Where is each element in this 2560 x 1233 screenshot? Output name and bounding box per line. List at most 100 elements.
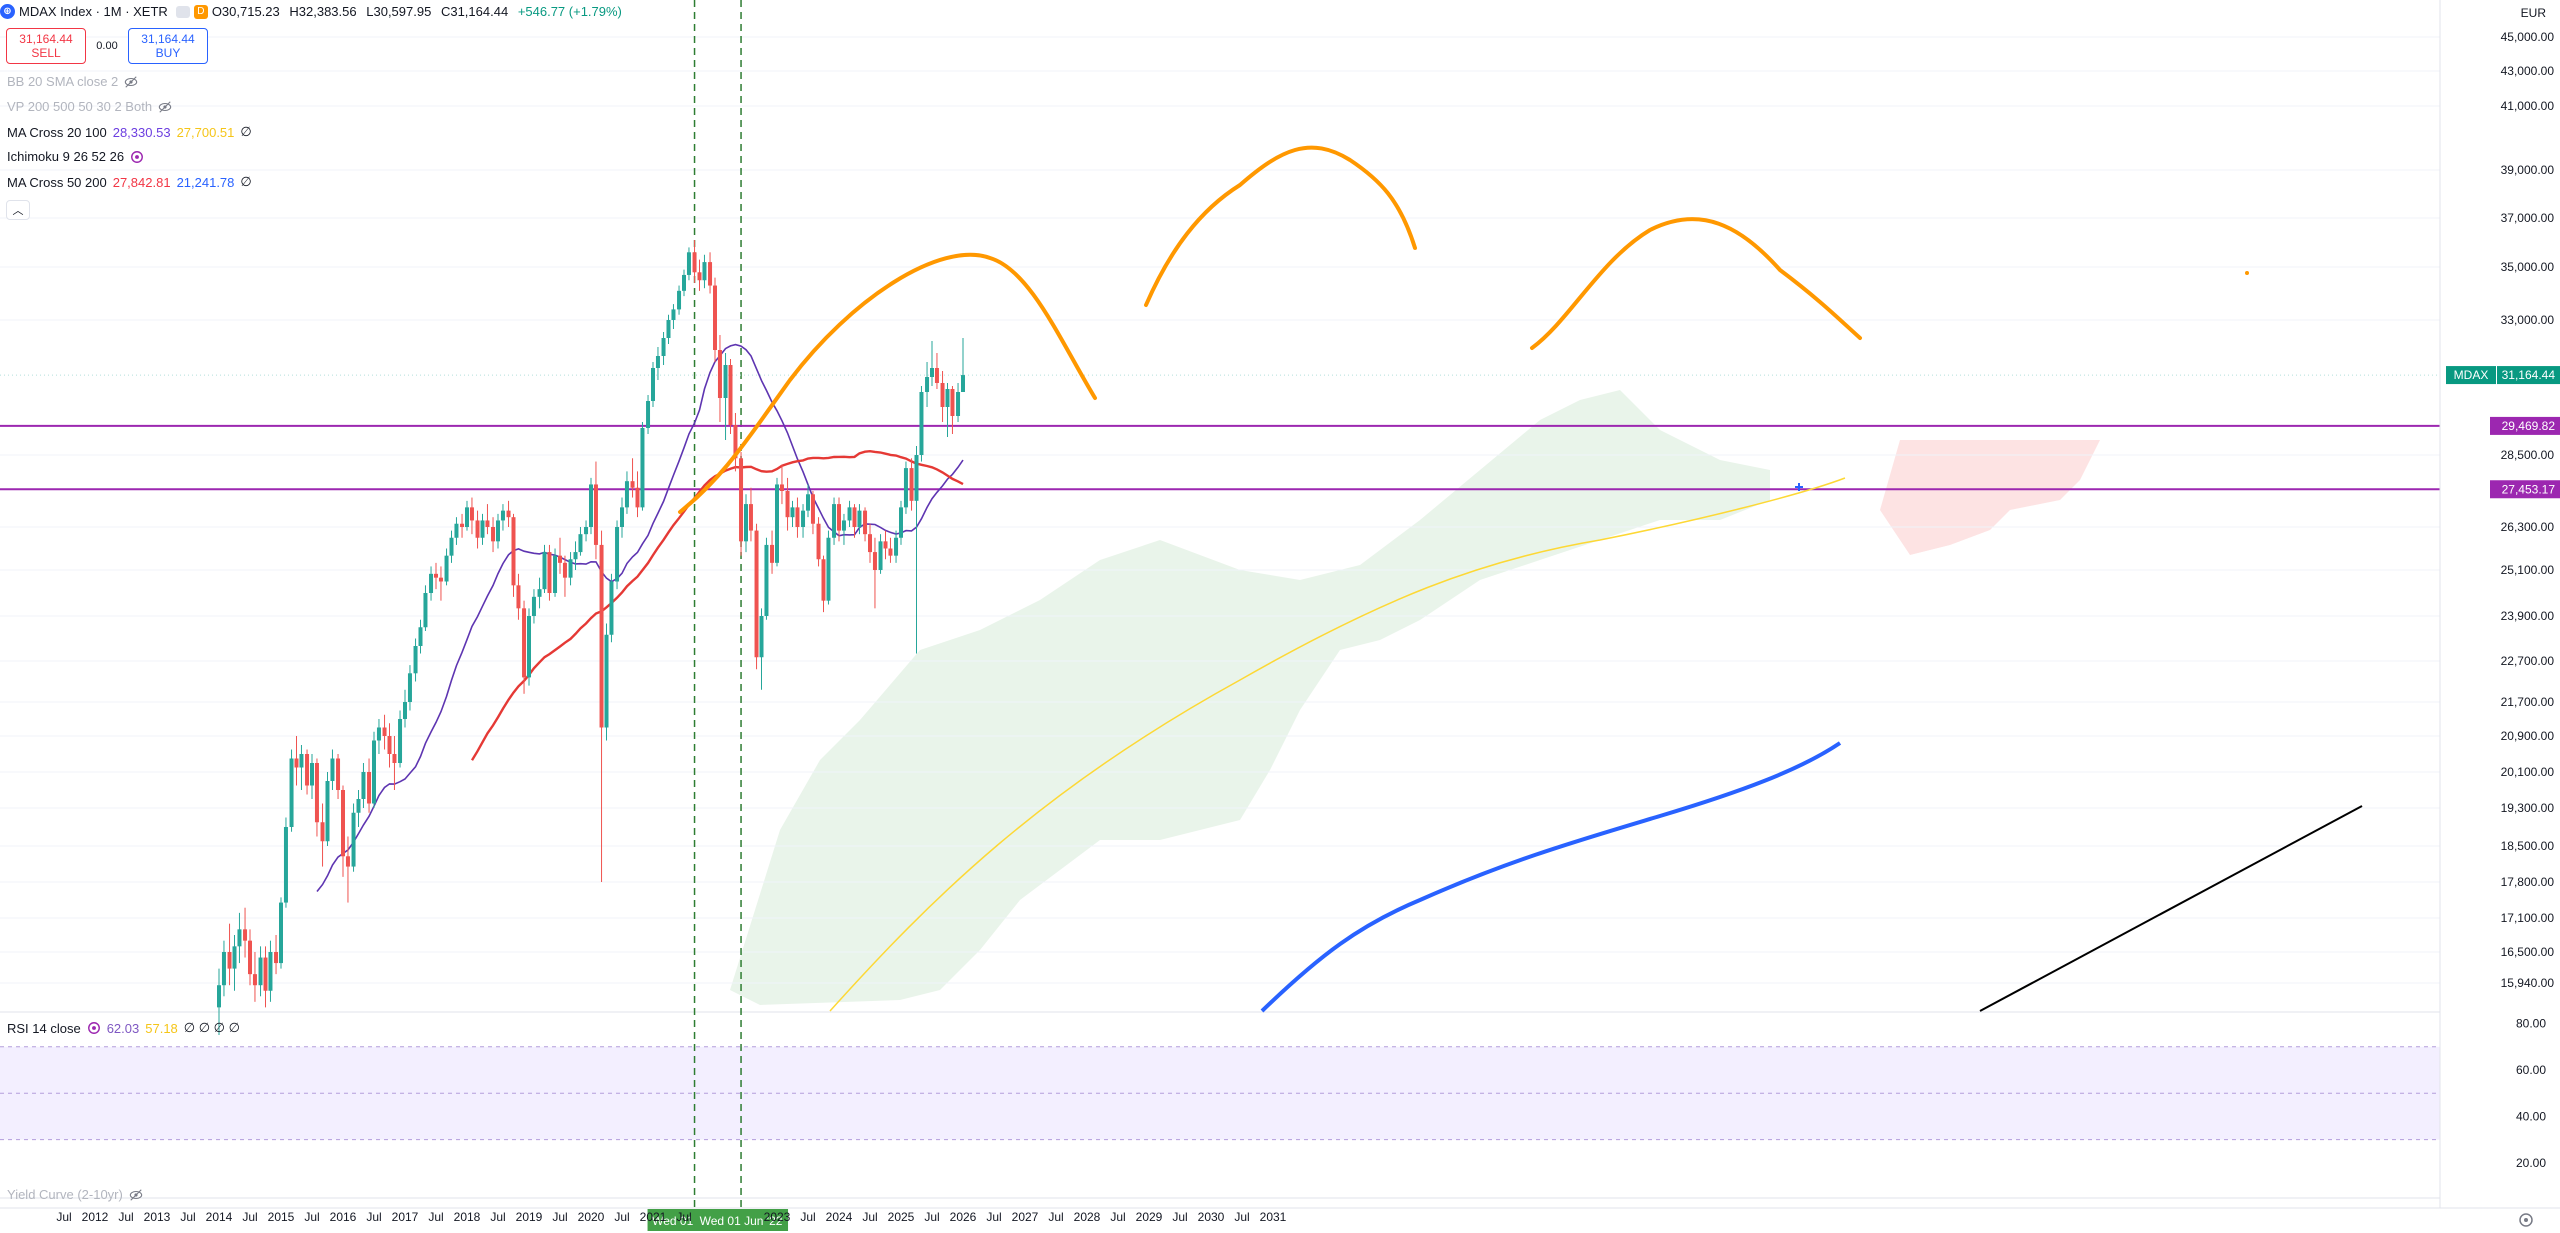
price-tick-label: 17,100.00 <box>2501 911 2555 925</box>
candle-body <box>243 929 248 941</box>
currency-label[interactable]: EUR <box>2520 6 2546 20</box>
candle-body <box>677 290 682 310</box>
data-status-icon[interactable] <box>175 5 190 18</box>
time-tick-label: 2024 <box>826 1210 853 1224</box>
time-tick-label: 2030 <box>1198 1210 1225 1224</box>
time-tick-label: Jul <box>118 1210 133 1224</box>
candle-body <box>816 523 821 560</box>
time-tick-label: 2017 <box>392 1210 419 1224</box>
delayed-badge[interactable]: D <box>193 4 208 19</box>
candle-body <box>299 754 304 768</box>
candle-body <box>878 541 883 570</box>
candle-body <box>454 523 459 538</box>
indicator-extra: ∅ <box>240 174 252 189</box>
time-tick-label: 2018 <box>454 1210 481 1224</box>
indicator-ichimoku[interactable]: Ichimoku 9 26 52 26 <box>7 149 144 164</box>
vertical-marker-label: Wed 01 Jun '22 <box>700 1214 783 1228</box>
candle-body <box>593 484 598 545</box>
time-tick-label: 2026 <box>950 1210 977 1224</box>
candle-body <box>950 389 955 416</box>
candle-body <box>651 368 655 401</box>
time-tick-label: Jul <box>552 1210 567 1224</box>
time-tick-label: 2015 <box>268 1210 295 1224</box>
eye-hidden-icon[interactable] <box>158 100 172 114</box>
eye-hidden-icon[interactable] <box>129 1188 143 1202</box>
ohlc-open: O30,715.23 <box>211 4 280 19</box>
indicator-ma-20-value: 28,330.53 <box>112 124 171 140</box>
rsi-legend[interactable]: RSI 14 close 62.03 57.18 ∅ ∅ ∅ ∅ <box>7 1020 240 1036</box>
rsi-tick-label: 80.00 <box>2516 1017 2546 1031</box>
horizontal-levels <box>0 374 2440 491</box>
rsi-ma-value: 57.18 <box>145 1020 178 1036</box>
price-tick-label: 17,800.00 <box>2501 875 2555 889</box>
candle-body <box>568 559 573 578</box>
candle-body <box>919 392 924 455</box>
spread-value: 0.00 <box>96 40 118 52</box>
candle-body <box>537 589 542 597</box>
candle-body <box>387 736 392 754</box>
price-tick-label: 41,000.00 <box>2501 99 2555 113</box>
indicator-ma-cross-50-200[interactable]: MA Cross 50 200 27,842.81 21,241.78 ∅ <box>7 174 252 190</box>
price-tick-label: 22,700.00 <box>2501 654 2555 668</box>
ichimoku-settings-icon[interactable] <box>130 150 144 164</box>
buy-button[interactable]: 31,164.44 BUY <box>128 28 208 64</box>
candle-body <box>310 763 314 786</box>
last-price-text: 31,164.44 <box>2502 368 2556 382</box>
time-tick-label: Jul <box>862 1210 877 1224</box>
candle-body <box>500 510 505 521</box>
price-tick-label: 20,900.00 <box>2501 729 2555 743</box>
ohlc-high: H32,383.56 <box>289 4 357 19</box>
eye-hidden-icon[interactable] <box>124 75 138 89</box>
time-tick-label: 2028 <box>1074 1210 1101 1224</box>
candle-body <box>604 634 609 728</box>
gear-inner <box>2524 1218 2528 1222</box>
price-tick-label: 15,940.00 <box>2501 976 2555 990</box>
indicator-bb[interactable]: BB 20 SMA close 2 <box>7 74 138 89</box>
candle-body <box>221 952 226 986</box>
time-tick-label: 2031 <box>1260 1210 1287 1224</box>
sell-label: SELL <box>31 46 61 60</box>
time-tick-label: Jul <box>1048 1210 1063 1224</box>
candle-body <box>351 812 356 867</box>
price-tick-label: 21,700.00 <box>2501 695 2555 709</box>
candle-body <box>661 338 666 356</box>
indicator-vp[interactable]: VP 200 500 50 30 2 Both <box>7 99 172 114</box>
candle-body <box>925 377 930 392</box>
time-tick-label: 2019 <box>516 1210 543 1224</box>
rsi-tick-label: 20.00 <box>2516 1156 2546 1170</box>
time-tick-label: 2025 <box>888 1210 915 1224</box>
last-price-tag <box>2497 366 2560 385</box>
candle-body <box>821 559 826 601</box>
price-tick-label: 28,500.00 <box>2501 448 2555 462</box>
candle-body <box>748 504 753 531</box>
time-axis: Jul 2012 Jul 2013 Jul 2014 Jul 2015 Jul 2016 Jul 20… <box>0 1207 2560 1227</box>
price-tick-label: 25,100.00 <box>2501 563 2555 577</box>
candle-body <box>367 772 372 804</box>
trade-panel: 31,164.44 SELL 0.00 31,164.44 BUY <box>6 28 208 64</box>
rsi-settings-icon[interactable] <box>87 1021 101 1035</box>
collapse-legend-button[interactable]: ︿ <box>6 200 30 220</box>
settings-gear-icon[interactable] <box>2519 1213 2533 1227</box>
price-tick-label: 16,500.00 <box>2501 945 2555 959</box>
candle-body <box>872 552 877 570</box>
symbol-title[interactable]: MDAX Index · 1M · XETR <box>19 4 168 19</box>
symbol-logo-icon[interactable]: ⊕ <box>0 4 15 19</box>
candle-body <box>852 507 857 527</box>
candles <box>217 240 965 1036</box>
candle-body <box>671 309 676 320</box>
candle-body <box>956 392 961 416</box>
candle-body <box>847 507 852 521</box>
candle-body <box>717 350 722 398</box>
buy-price: 31,164.44 <box>141 32 195 46</box>
candle-body <box>531 596 536 616</box>
time-tick-label: Jul <box>1234 1210 1249 1224</box>
sell-button[interactable]: 31,164.44 SELL <box>6 28 86 64</box>
candle-body <box>692 252 697 273</box>
indicator-ma-cross-20-100[interactable]: MA Cross 20 100 28,330.53 27,700.51 ∅ <box>7 124 252 140</box>
candle-body <box>434 573 438 578</box>
candle-body <box>615 527 620 582</box>
candle-body <box>294 758 299 768</box>
rsi-value: 62.03 <box>106 1020 140 1036</box>
yield-curve-legend[interactable]: Yield Curve (2-10yr) <box>7 1187 143 1202</box>
